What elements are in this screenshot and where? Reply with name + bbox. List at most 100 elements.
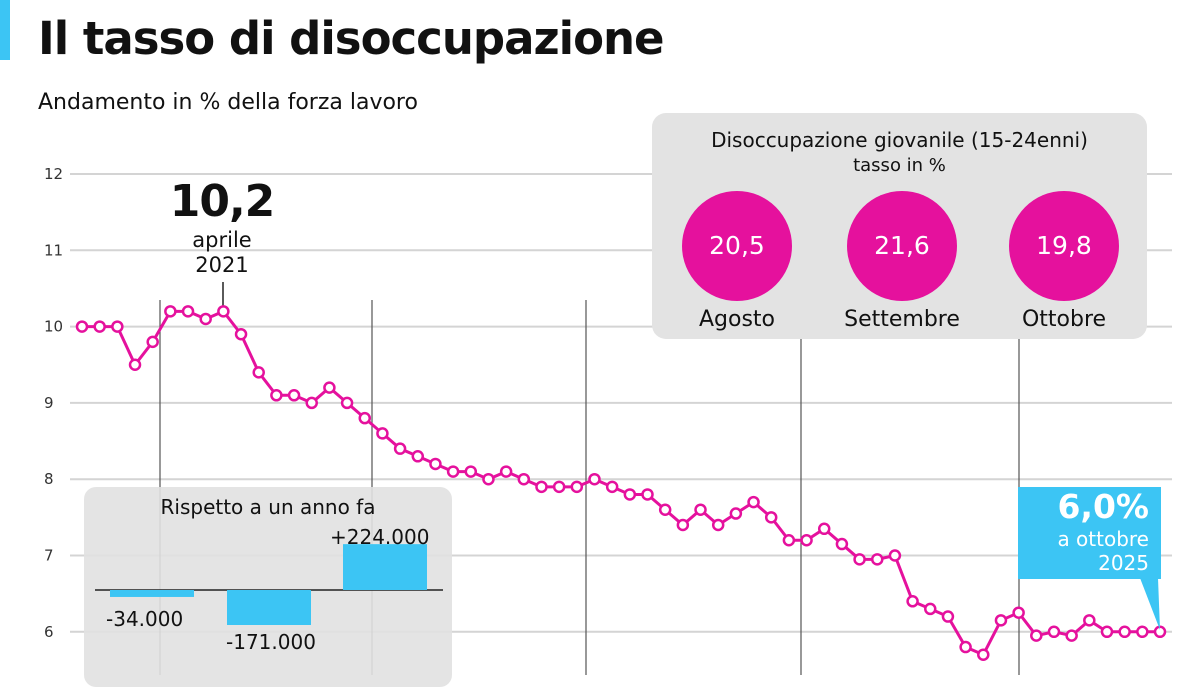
data-point bbox=[393, 442, 407, 455]
year-over-year-panel: Rispetto a un anno fa -34.000 -171.000 +… bbox=[84, 487, 452, 687]
youth-item-agosto: 20,5 Agosto bbox=[662, 191, 812, 332]
peak-month: aprile bbox=[192, 228, 252, 252]
data-point bbox=[729, 507, 743, 520]
data-point bbox=[287, 389, 301, 402]
y-tick-label: 9 bbox=[44, 394, 54, 412]
data-point bbox=[552, 480, 566, 494]
data-point bbox=[128, 358, 142, 371]
data-point bbox=[376, 427, 389, 440]
youth-value-circle: 20,5 bbox=[682, 191, 792, 301]
data-point bbox=[623, 488, 637, 501]
latest-line1: a ottobre bbox=[1057, 527, 1149, 551]
data-point bbox=[1118, 625, 1131, 639]
youth-item-settembre: 21,6 Settembre bbox=[827, 191, 977, 332]
data-point bbox=[977, 648, 990, 661]
data-point bbox=[358, 411, 372, 425]
data-point bbox=[782, 533, 796, 547]
data-point bbox=[499, 465, 513, 478]
data-point bbox=[906, 595, 919, 608]
data-point bbox=[853, 553, 866, 566]
data-point bbox=[270, 389, 283, 402]
youth-value-circle: 19,8 bbox=[1009, 191, 1119, 301]
data-point bbox=[658, 503, 672, 516]
latest-value: 6,0% bbox=[1057, 487, 1149, 526]
data-point bbox=[1100, 625, 1114, 639]
data-point bbox=[764, 511, 778, 524]
data-point bbox=[641, 488, 654, 501]
y-tick-label: 8 bbox=[44, 470, 54, 488]
data-point bbox=[93, 320, 106, 333]
youth-unemployment-panel: Disoccupazione giovanile (15-24enni) tas… bbox=[652, 113, 1147, 339]
data-point bbox=[1047, 625, 1061, 639]
title-accent-bar bbox=[0, 0, 10, 60]
peak-year: 2021 bbox=[195, 253, 249, 277]
data-point bbox=[1012, 606, 1025, 619]
data-point bbox=[252, 366, 265, 379]
data-point bbox=[323, 381, 336, 394]
data-point bbox=[464, 465, 478, 478]
y-tick-label: 10 bbox=[44, 318, 63, 336]
data-point bbox=[1083, 614, 1096, 627]
youth-month-label: Ottobre bbox=[1021, 307, 1107, 332]
yoy-bar bbox=[343, 544, 427, 590]
data-point bbox=[411, 450, 425, 463]
youth-month-label: Agosto bbox=[698, 307, 776, 332]
peak-date: aprile 2021 bbox=[150, 228, 294, 278]
yoy-bar bbox=[227, 590, 311, 625]
data-point bbox=[446, 465, 460, 478]
yoy-label: -34.000 bbox=[106, 607, 184, 631]
y-tick-label: 12 bbox=[44, 165, 63, 183]
data-point bbox=[694, 503, 707, 516]
chart-subtitle: Andamento in % della forza lavoro bbox=[38, 90, 418, 115]
data-point bbox=[234, 327, 248, 341]
data-point bbox=[747, 495, 760, 509]
data-point bbox=[817, 522, 831, 536]
data-point bbox=[517, 472, 531, 486]
data-point bbox=[199, 312, 212, 326]
data-point bbox=[800, 533, 813, 547]
y-tick-label: 7 bbox=[44, 547, 54, 565]
youth-subtitle: tasso in % bbox=[853, 155, 946, 176]
latest-line2: 2025 bbox=[1098, 551, 1149, 575]
data-point bbox=[111, 320, 124, 333]
data-point bbox=[1136, 625, 1149, 639]
data-point bbox=[888, 549, 902, 562]
data-point bbox=[1153, 625, 1167, 639]
y-tick-label: 6 bbox=[44, 623, 54, 641]
data-point bbox=[164, 305, 177, 318]
data-point bbox=[711, 518, 725, 532]
data-point bbox=[429, 457, 442, 471]
data-point bbox=[835, 537, 849, 551]
data-point bbox=[305, 396, 318, 410]
data-point bbox=[605, 480, 619, 494]
data-point bbox=[181, 305, 195, 318]
data-point bbox=[340, 396, 354, 410]
data-point bbox=[1065, 629, 1078, 642]
data-point bbox=[75, 320, 89, 333]
y-tick-label: 11 bbox=[44, 241, 63, 259]
data-point bbox=[941, 610, 955, 623]
youth-value-circle: 21,6 bbox=[847, 191, 957, 301]
youth-title: Disoccupazione giovanile (15-24enni) bbox=[711, 128, 1088, 152]
data-point bbox=[146, 335, 159, 349]
page-title: Il tasso di disoccupazione bbox=[38, 12, 665, 65]
data-point bbox=[535, 480, 548, 494]
yoy-title: Rispetto a un anno fa bbox=[160, 495, 376, 519]
data-point bbox=[1030, 629, 1043, 642]
data-point bbox=[676, 518, 690, 532]
latest-value-callout: 6,0% a ottobre 2025 bbox=[1018, 487, 1161, 579]
peak-value: 10,2 bbox=[169, 176, 276, 227]
data-point bbox=[217, 305, 230, 318]
data-point bbox=[870, 553, 884, 566]
data-point bbox=[570, 480, 584, 494]
youth-item-ottobre: 19,8 Ottobre bbox=[989, 191, 1139, 332]
yoy-label: +224.000 bbox=[330, 525, 430, 549]
data-point bbox=[994, 614, 1008, 627]
data-point bbox=[482, 472, 495, 486]
yoy-bars bbox=[95, 544, 443, 625]
yoy-label: -171.000 bbox=[226, 630, 316, 654]
data-point bbox=[959, 640, 972, 654]
data-point bbox=[924, 602, 937, 616]
youth-month-label: Settembre bbox=[844, 307, 960, 332]
yoy-bar bbox=[110, 590, 194, 597]
